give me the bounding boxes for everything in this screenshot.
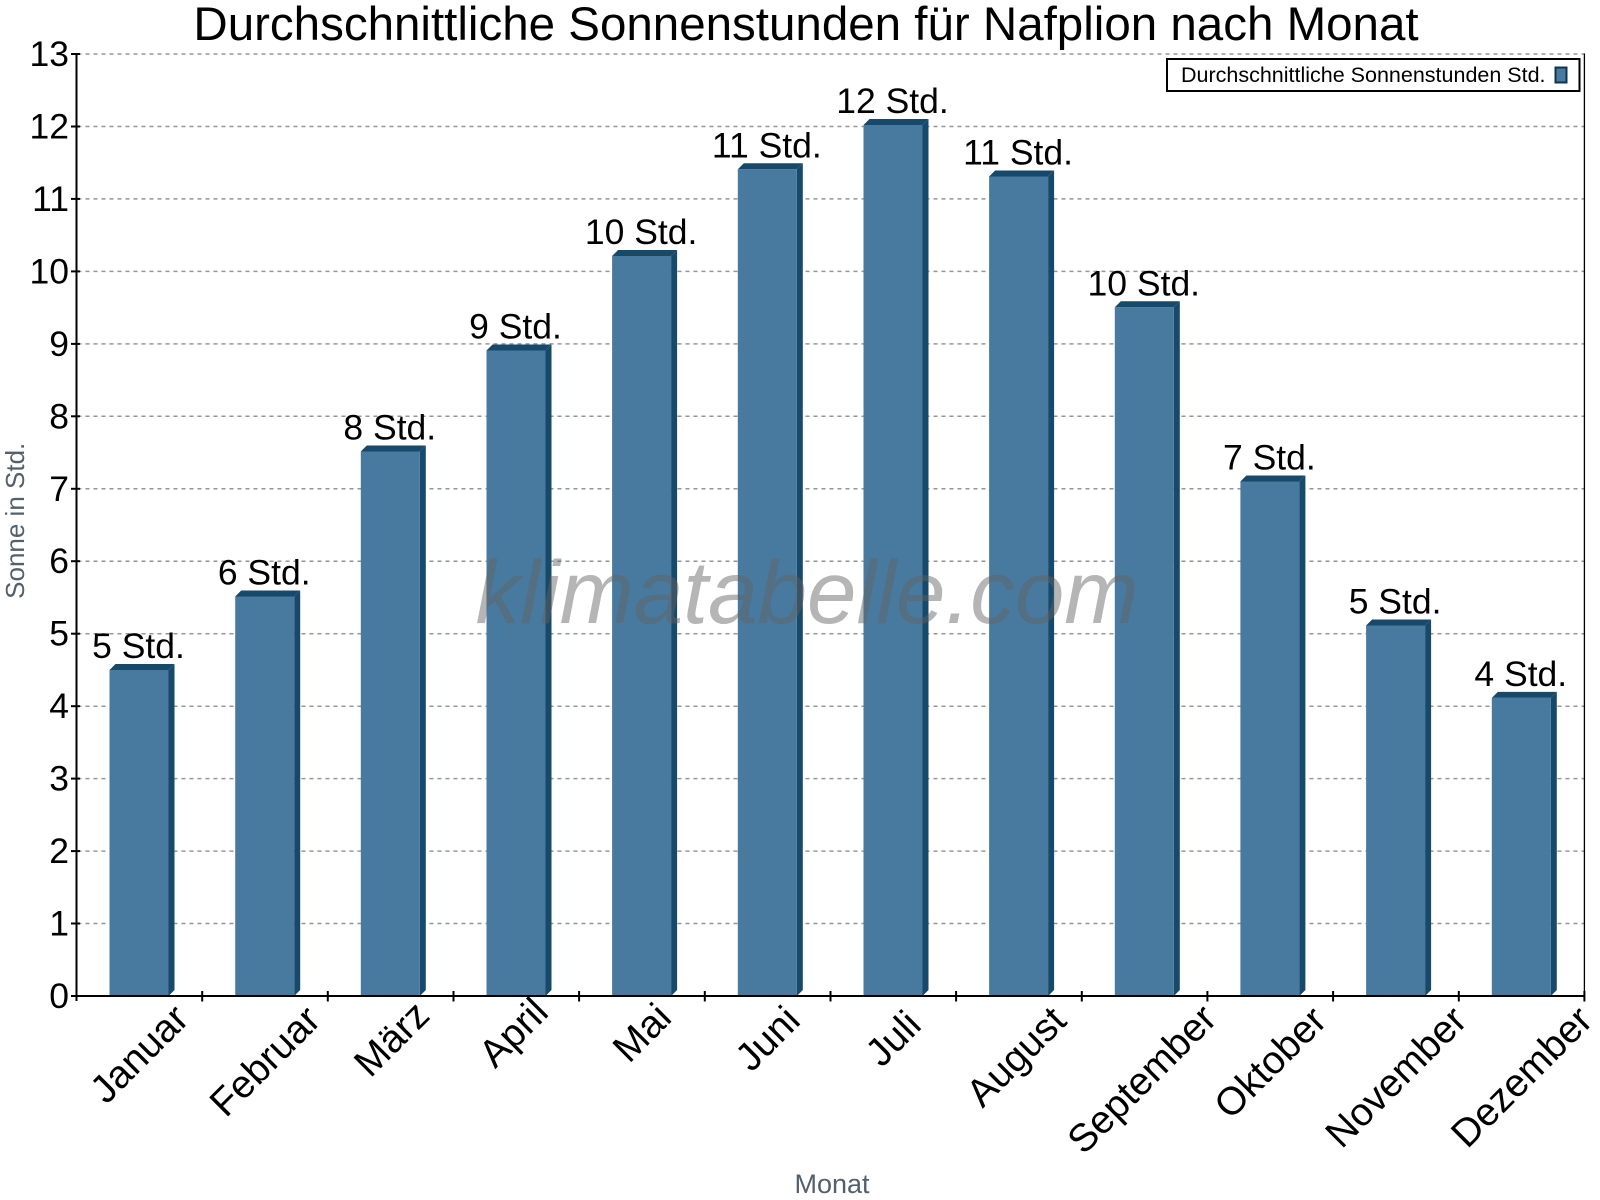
svg-text:10: 10 — [30, 251, 70, 291]
svg-text:12: 12 — [30, 107, 70, 147]
svg-text:11 Std.: 11 Std. — [712, 125, 822, 165]
svg-text:klimatabelle.com: klimatabelle.com — [476, 542, 1139, 642]
svg-text:8 Std.: 8 Std. — [343, 408, 436, 448]
svg-text:10 Std.: 10 Std. — [1088, 263, 1201, 303]
svg-text:10 Std.: 10 Std. — [585, 212, 698, 252]
svg-text:2: 2 — [49, 831, 69, 871]
svg-text:9 Std.: 9 Std. — [469, 307, 562, 347]
svg-text:11 Std.: 11 Std. — [963, 133, 1073, 173]
svg-text:6: 6 — [49, 541, 69, 581]
svg-text:8: 8 — [49, 396, 69, 436]
svg-text:Sonne in Std.: Sonne in Std. — [0, 443, 30, 599]
svg-text:4 Std.: 4 Std. — [1474, 654, 1567, 694]
svg-text:9: 9 — [49, 324, 69, 364]
svg-text:13: 13 — [30, 34, 70, 74]
svg-text:Durchschnittliche Sonnenstunde: Durchschnittliche Sonnenstunden Std. — [1181, 63, 1546, 87]
svg-text:1: 1 — [49, 904, 69, 944]
svg-text:7: 7 — [49, 469, 69, 509]
svg-text:11: 11 — [32, 179, 69, 219]
svg-text:6 Std.: 6 Std. — [218, 553, 311, 593]
svg-text:0: 0 — [49, 976, 69, 1016]
svg-text:Monat: Monat — [794, 1169, 870, 1199]
svg-text:Durchschnittliche Sonnenstunde: Durchschnittliche Sonnenstunden für Nafp… — [193, 0, 1418, 51]
svg-text:4: 4 — [49, 686, 69, 726]
svg-text:7 Std.: 7 Std. — [1223, 438, 1316, 478]
svg-text:5 Std.: 5 Std. — [92, 626, 185, 666]
svg-text:12 Std.: 12 Std. — [836, 81, 949, 121]
svg-text:3: 3 — [49, 759, 69, 799]
svg-text:5 Std.: 5 Std. — [1349, 582, 1442, 622]
svg-text:5: 5 — [49, 614, 69, 654]
